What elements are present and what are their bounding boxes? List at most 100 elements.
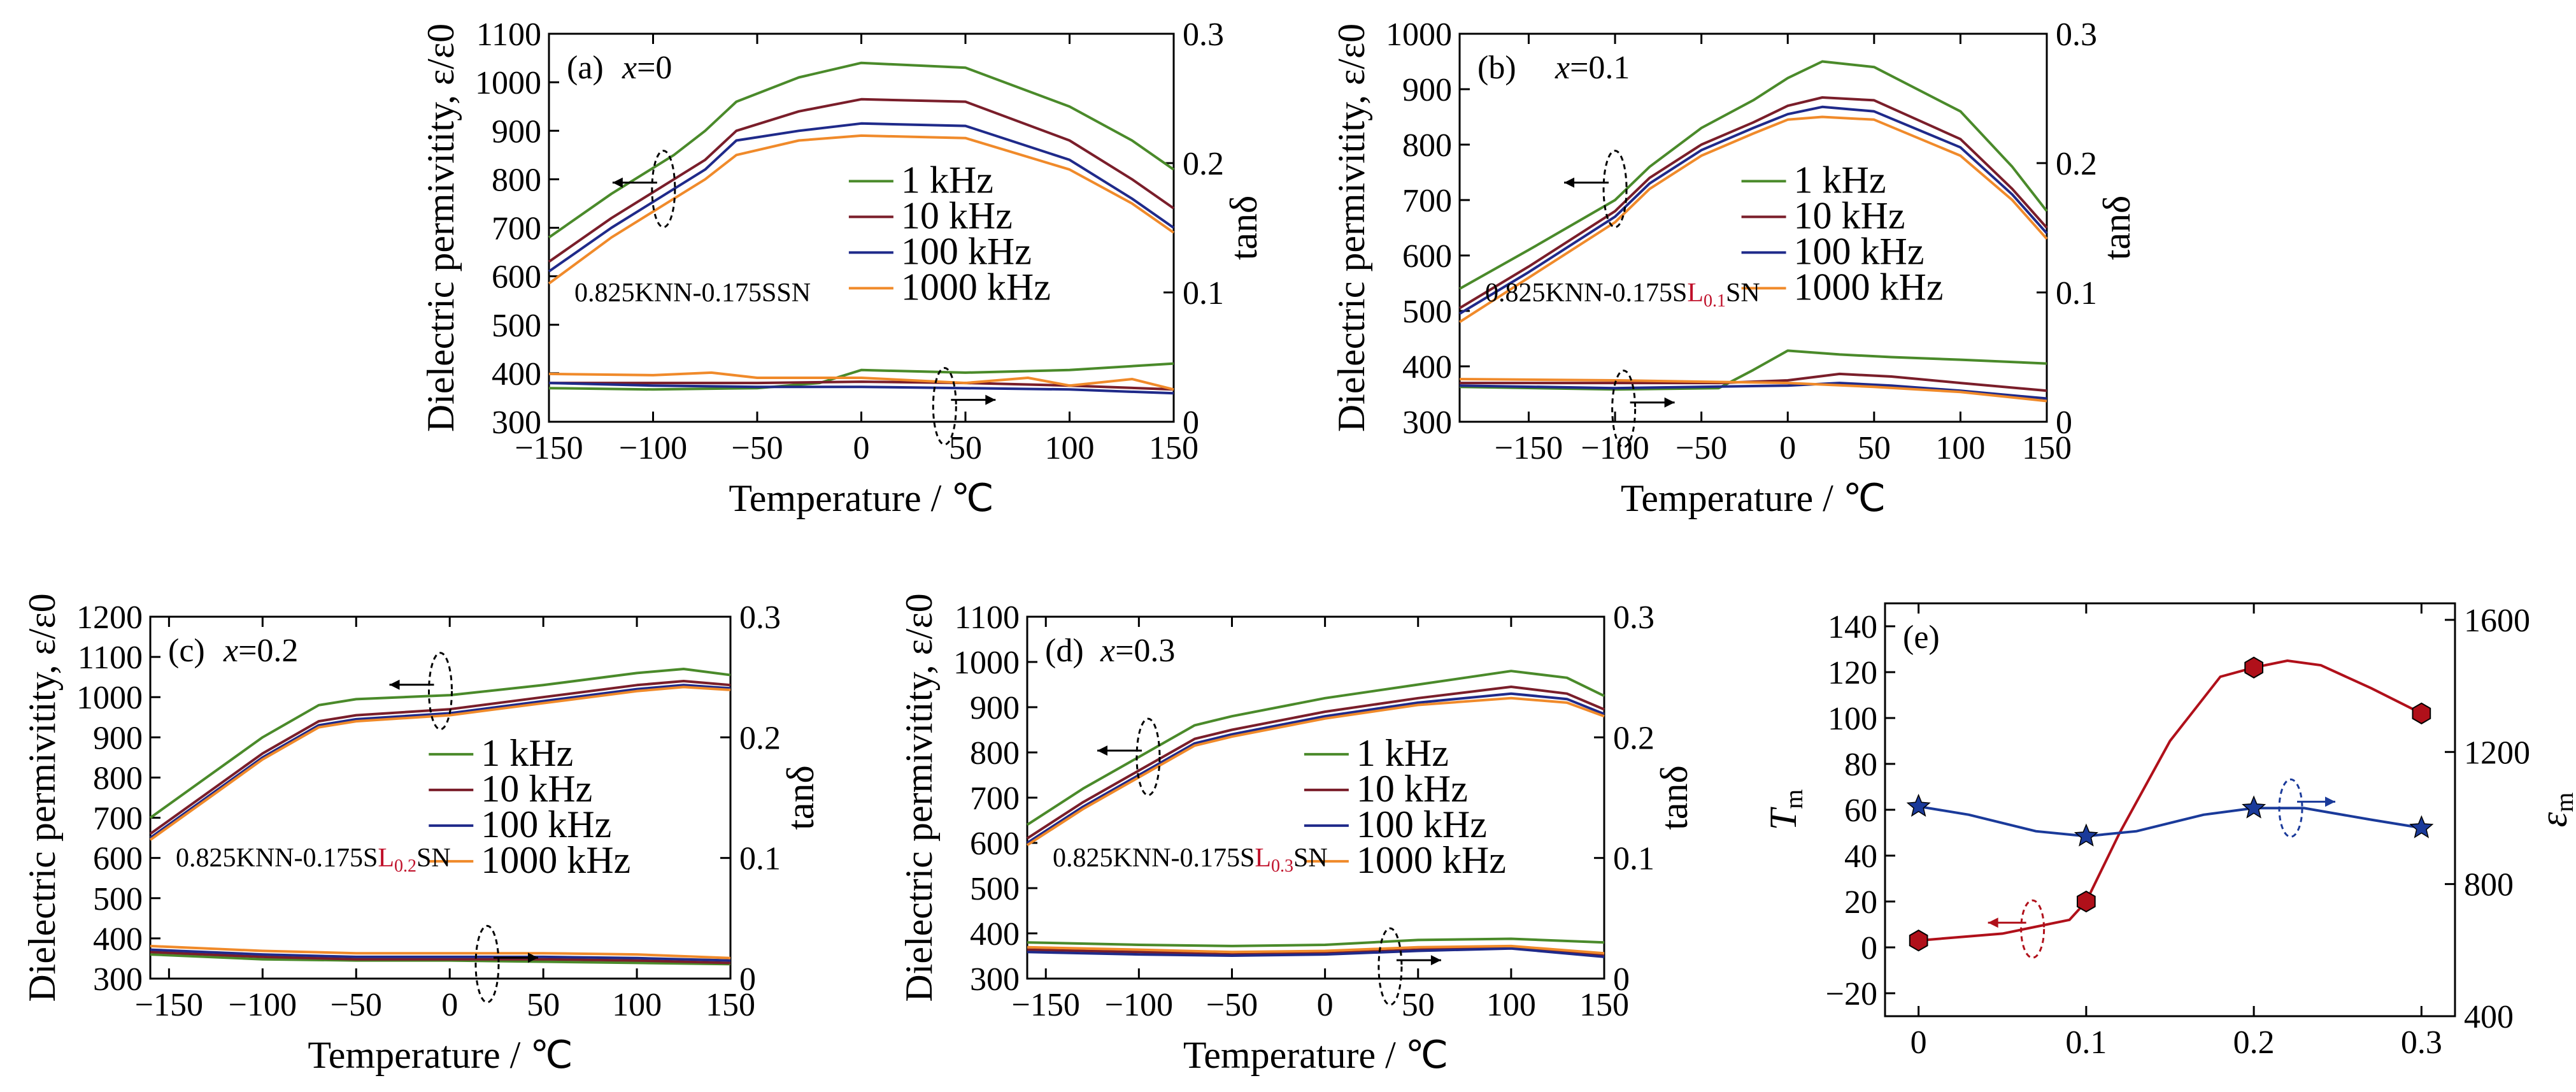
x-tick-label: 0.3 bbox=[2401, 1024, 2442, 1061]
y-axis-label: Tm bbox=[1762, 789, 1808, 831]
permittivity-line-1khz bbox=[149, 668, 731, 819]
x-tick-label: −50 bbox=[1676, 430, 1727, 466]
x-tick-label: 50 bbox=[527, 987, 560, 1023]
legend-label: 100 kHz bbox=[1794, 230, 1925, 272]
y-axis-label: Dielectric permivitity, ε/ε0 bbox=[420, 24, 462, 432]
y2-tick-label: 0.1 bbox=[1613, 841, 1654, 877]
y-tick-label: 600 bbox=[93, 841, 143, 877]
y2-tick-label: 0 bbox=[1183, 405, 1199, 441]
y-tick-label: 1000 bbox=[953, 645, 1020, 681]
panel-label: (b) bbox=[1477, 50, 1516, 86]
tan-line-1khz bbox=[1459, 349, 2047, 391]
permittivity-line-100khz bbox=[548, 122, 1175, 273]
y2-tick-label: 0.3 bbox=[2056, 17, 2097, 53]
y2-tick-label: 0.2 bbox=[1613, 720, 1654, 756]
dashed-ellipse-marker bbox=[474, 924, 500, 1003]
permittivity-line-1000khz bbox=[1026, 696, 1605, 847]
y-tick-label: 900 bbox=[970, 690, 1020, 726]
y2-tick-label: 0.3 bbox=[739, 600, 781, 636]
y-tick-label: 500 bbox=[1402, 294, 1452, 330]
permittivity-line-1000khz bbox=[1458, 115, 2048, 324]
panel-a: −150 −100 −50 0 50 100 150 300 400 500 600 700 800 90… bbox=[420, 17, 1265, 519]
axis-arrow-head bbox=[1664, 397, 1675, 408]
y-tick-label: 500 bbox=[970, 871, 1020, 907]
x-axis-label: Temperature / ℃ bbox=[729, 477, 993, 519]
x-tick-label: 0 bbox=[853, 430, 870, 466]
figure-panels: −150 −100 −50 0 50 100 15030040050060070080090… bbox=[21, 17, 2576, 1092]
composition-x-label: x=0.1 bbox=[1555, 50, 1630, 86]
x-tick-label: 100 bbox=[612, 987, 662, 1023]
permittivity-line-1000khz bbox=[149, 686, 731, 841]
permittivity-line-100khz bbox=[149, 684, 731, 839]
y-tick-label: 60 bbox=[1844, 793, 1877, 829]
tan-line-1000khz bbox=[1459, 378, 2047, 403]
panel-label: (c) bbox=[168, 633, 205, 669]
x-tick-label: −50 bbox=[1206, 987, 1258, 1023]
x-tick-label: 0 bbox=[441, 987, 458, 1023]
composition-label: 0.825KNN-0.175SL0.2SN bbox=[176, 844, 451, 876]
x-tick-label: 0.2 bbox=[2233, 1024, 2275, 1061]
tan-line-10khz bbox=[1460, 372, 2047, 392]
x-tick-label: −150 bbox=[1012, 987, 1080, 1023]
y-axis-label: Dielectric permivitity, ε/ε0 bbox=[898, 593, 940, 1002]
panel-d: −150 −100 −50 0 50 100 150 300 400 500 600 700 800 90… bbox=[898, 593, 1695, 1076]
y-tick-label: 1100 bbox=[78, 640, 143, 676]
y-tick-label: 400 bbox=[492, 356, 541, 392]
y-axis-label: Dielectric permivitity, ε/ε0 bbox=[1330, 24, 1372, 432]
series-line-εm bbox=[1918, 805, 2422, 838]
series-line-tm bbox=[1918, 659, 2423, 942]
x-tick-label: 150 bbox=[2022, 430, 2072, 466]
tan-line-100khz bbox=[150, 948, 731, 962]
axis-arrow-head bbox=[389, 679, 400, 690]
y2-tick-label: 0.1 bbox=[739, 841, 781, 877]
tan-line-1khz bbox=[548, 362, 1174, 391]
y-tick-label: 0 bbox=[1861, 930, 1877, 966]
axis-arrow-head bbox=[2325, 796, 2336, 807]
axis-arrow-head bbox=[612, 177, 623, 188]
em-data-point bbox=[1906, 793, 1931, 817]
permittivity-line-1khz bbox=[548, 61, 1175, 239]
permittivity-line-1khz bbox=[1026, 670, 1605, 826]
y-axis-label: Dielectric permivitity, ε/ε0 bbox=[21, 593, 63, 1002]
dashed-ellipse-marker bbox=[651, 150, 676, 229]
permittivity-line-10khz bbox=[1026, 686, 1605, 840]
composition-label: 0.825KNN-0.175SL0.1SN bbox=[1485, 278, 1760, 311]
tan-line-1khz bbox=[1027, 937, 1605, 947]
y2-tick-label: 0 bbox=[2056, 405, 2072, 441]
x-axis-label: Temperature / ℃ bbox=[1183, 1034, 1448, 1076]
y-tick-label: 400 bbox=[1402, 349, 1452, 385]
dashed-ellipse-marker bbox=[2278, 778, 2303, 838]
x-tick-label: 50 bbox=[949, 430, 982, 466]
y2-tick-label: 800 bbox=[2464, 867, 2514, 903]
legend-label: 1 kHz bbox=[1794, 159, 1886, 201]
y-tick-label: 800 bbox=[492, 162, 541, 198]
axis-arrow-head bbox=[1564, 177, 1575, 188]
permittivity-line-100khz bbox=[1458, 105, 2048, 315]
y2-axis-label: εm bbox=[2533, 793, 2576, 828]
y-tick-label: 40 bbox=[1844, 838, 1877, 875]
y-tick-label: 300 bbox=[93, 961, 143, 998]
y2-tick-label: 0.1 bbox=[2056, 275, 2097, 312]
y-tick-label: 900 bbox=[93, 720, 143, 756]
y2-axis-label: tanδ bbox=[2096, 196, 2138, 261]
y-tick-label: 1000 bbox=[1386, 17, 1452, 53]
x-tick-label: 150 bbox=[706, 987, 755, 1023]
legend-label: 100 kHz bbox=[481, 803, 611, 845]
composition-label: 0.825KNN-0.175SSN bbox=[574, 278, 811, 308]
panel-label: (e) bbox=[1903, 619, 1940, 656]
legend-label: 1000 kHz bbox=[481, 839, 630, 881]
x-tick-label: 0 bbox=[1779, 430, 1796, 466]
y-tick-label: 500 bbox=[93, 881, 143, 917]
x-tick-label: 100 bbox=[1486, 987, 1536, 1023]
permittivity-line-1khz bbox=[1459, 60, 2048, 290]
y-tick-label: 80 bbox=[1844, 747, 1877, 783]
y2-axis-label: tanδ bbox=[1653, 765, 1695, 830]
y-tick-label: 600 bbox=[492, 259, 541, 296]
x-axis-label: Temperature / ℃ bbox=[308, 1034, 573, 1076]
dashed-ellipse-marker bbox=[932, 367, 957, 446]
tan-line-100khz bbox=[1027, 947, 1605, 958]
tan-line-100khz bbox=[548, 382, 1174, 395]
x-tick-label: −50 bbox=[331, 987, 382, 1023]
y-tick-label: 700 bbox=[93, 801, 143, 837]
